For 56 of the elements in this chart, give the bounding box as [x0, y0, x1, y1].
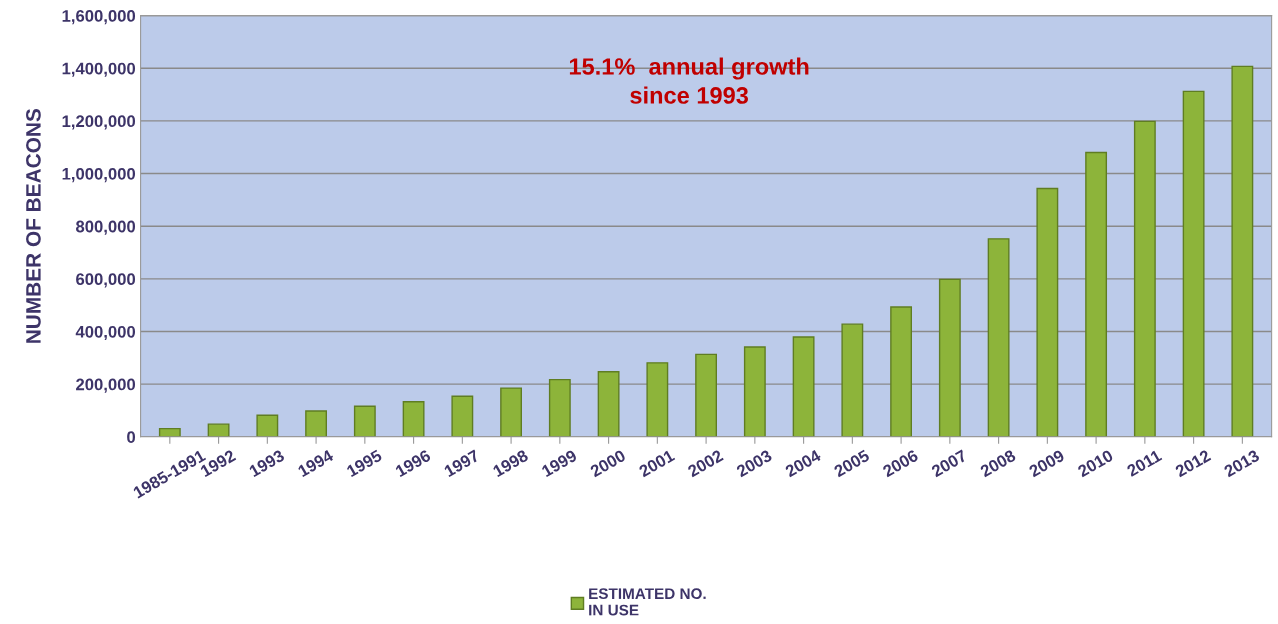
- y-tick-label: 200,000: [76, 378, 136, 393]
- x-tick-label: 1998: [492, 449, 529, 478]
- annotation: 15.1% annual growth since 1993: [569, 57, 809, 104]
- x-tick-label: 2011: [1126, 449, 1163, 477]
- bar: [1133, 120, 1156, 437]
- bar: [597, 371, 620, 437]
- x-tick-label: 2010: [1076, 449, 1114, 478]
- x-tick-label: 2002: [686, 449, 724, 478]
- bar: [1231, 65, 1254, 437]
- bar: [1182, 90, 1205, 437]
- x-tick-label: 2001: [638, 449, 676, 478]
- bar: [256, 414, 279, 437]
- bar: [402, 401, 425, 437]
- bar: [987, 238, 1010, 437]
- x-tick-label: 2006: [881, 449, 919, 478]
- y-axis-title: NUMBER OF BEACONS: [26, 108, 41, 343]
- x-tick-label: 2009: [1028, 449, 1066, 478]
- x-tick-label: 2008: [979, 449, 1017, 478]
- bar: [1036, 187, 1059, 437]
- y-tick-label: 400,000: [75, 325, 136, 341]
- bar: [500, 387, 523, 437]
- y-tick-label: 1,600,000: [62, 10, 136, 25]
- y-tick-label: 0: [127, 431, 136, 443]
- bar: [353, 405, 376, 437]
- bar: [743, 346, 766, 437]
- bar: [305, 410, 328, 437]
- bar: [938, 278, 961, 437]
- bar: [841, 323, 864, 437]
- y-tick-label: 800,000: [76, 220, 136, 235]
- x-tick-label: 2004: [784, 449, 822, 478]
- x-tick-label: 2003: [735, 449, 773, 478]
- x-tick-label: 2012: [1174, 449, 1212, 478]
- y-tick-label: 1,200,000: [62, 115, 136, 130]
- bar: [646, 362, 669, 437]
- x-tick-label: 2013: [1223, 449, 1261, 478]
- y-tick-label: 600,000: [76, 273, 136, 288]
- y-tick-label: 1,400,000: [62, 62, 136, 77]
- bar: [792, 336, 815, 437]
- x-tick-label: 1997: [443, 449, 480, 478]
- bar: [548, 378, 571, 437]
- x-tick-label: 1993: [248, 449, 286, 478]
- x-tick-label: 1995: [346, 449, 383, 478]
- x-tick-label: 1999: [541, 449, 578, 478]
- bar: [158, 427, 181, 437]
- bar: [695, 353, 718, 437]
- legend-label: ESTIMATED NO. IN USE: [589, 588, 706, 616]
- x-tick-label: 2007: [930, 449, 968, 478]
- x-tick-label: 1996: [394, 449, 432, 478]
- bar: [451, 395, 474, 437]
- x-tick-label: 2000: [589, 449, 627, 478]
- x-tick-label: 1994: [297, 449, 335, 478]
- bar: [1085, 151, 1108, 437]
- bar: [207, 423, 230, 437]
- bar: [890, 306, 913, 437]
- x-tick-label: 2005: [833, 449, 871, 478]
- y-tick-label: 1,000,000: [62, 167, 136, 183]
